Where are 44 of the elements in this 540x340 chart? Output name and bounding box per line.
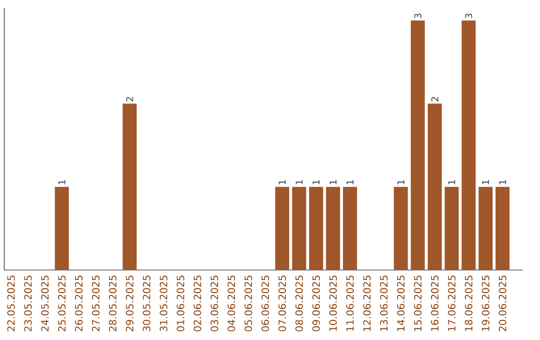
x-tick-label: 14.06.2025 bbox=[397, 276, 405, 331]
x-tick-label: 10.06.2025 bbox=[329, 276, 337, 331]
data-label: 1 bbox=[312, 180, 320, 184]
x-tick-label: 02.06.2025 bbox=[194, 276, 202, 332]
x-tick-label: 11.06.2025 bbox=[346, 276, 354, 331]
data-label: 1 bbox=[330, 180, 336, 184]
x-tick-label: 12.06.2025 bbox=[363, 276, 371, 331]
data-label: 3 bbox=[414, 14, 422, 18]
x-tick-label: 18.06.2025 bbox=[464, 276, 472, 331]
x-tick-label: 05.06.2025 bbox=[244, 276, 252, 332]
data-label: 1 bbox=[296, 180, 303, 184]
data-label: 1 bbox=[58, 180, 66, 184]
x-tick-label: 31.05.2025 bbox=[160, 276, 168, 332]
x-tick-label: 13.06.2025 bbox=[380, 276, 388, 331]
x-tick-label: 26.05.2025 bbox=[75, 276, 83, 332]
x-tick-label: 22.05.2025 bbox=[7, 276, 15, 332]
x-tick-label: 28.05.2025 bbox=[108, 276, 116, 332]
x-tick-label: 09.06.2025 bbox=[312, 276, 320, 332]
x-tick-label: 16.06.2025 bbox=[430, 276, 439, 331]
x-tick-label: 01.06.2025 bbox=[176, 276, 184, 332]
x-tick-label: 17.06.2025 bbox=[448, 276, 456, 331]
data-label: 1 bbox=[346, 180, 354, 184]
x-tick-label: 15.06.2025 bbox=[414, 276, 422, 331]
x-tick-label: 27.05.2025 bbox=[92, 276, 100, 332]
x-tick-label: 03.06.2025 bbox=[210, 276, 218, 332]
data-label: 1 bbox=[278, 180, 286, 184]
x-tick-label: 08.06.2025 bbox=[295, 276, 303, 332]
data-label: 1 bbox=[482, 180, 489, 184]
x-tick-label: 25.05.2025 bbox=[58, 276, 66, 332]
data-label: 2 bbox=[126, 97, 134, 102]
x-tick-label: 04.06.2025 bbox=[228, 276, 236, 332]
data-label: 2 bbox=[431, 97, 438, 102]
x-tick-label: 06.06.2025 bbox=[261, 276, 270, 332]
data-label: 1 bbox=[397, 180, 404, 184]
x-tick-label: 24.05.2025 bbox=[41, 276, 49, 332]
data-label: 1 bbox=[448, 180, 456, 184]
data-label: 3 bbox=[465, 14, 472, 18]
x-tick-label: 30.05.2025 bbox=[142, 276, 150, 332]
x-tick-label: 20.06.2025 bbox=[498, 276, 506, 332]
data-label: 1 bbox=[499, 180, 506, 184]
x-tick-label: 07.06.2025 bbox=[278, 276, 286, 332]
x-tick-label: 23.05.2025 bbox=[24, 276, 32, 332]
x-tick-label: 29.05.2025 bbox=[126, 276, 134, 332]
x-tick-label: 19.06.2025 bbox=[482, 276, 490, 331]
